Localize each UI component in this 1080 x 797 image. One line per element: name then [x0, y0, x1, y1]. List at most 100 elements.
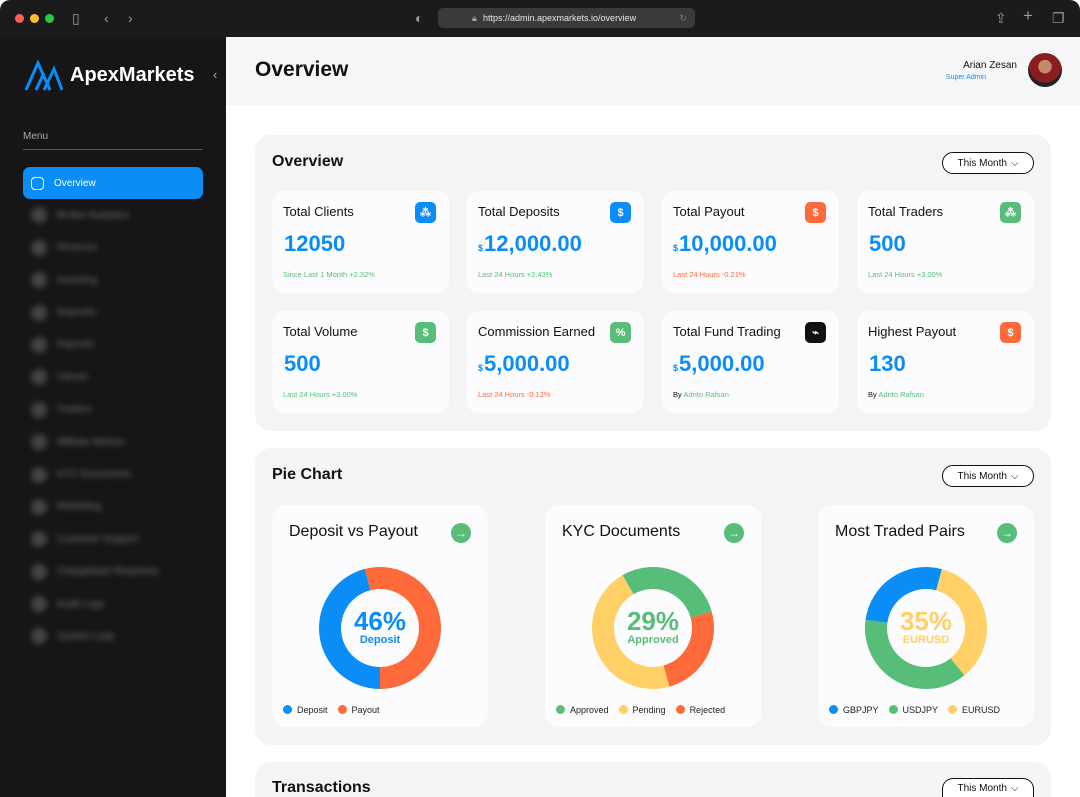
stat-number: 12050	[284, 231, 346, 256]
sidebar-item-overview[interactable]: Overview	[23, 167, 203, 199]
tabs-overview-icon[interactable]: ❐	[1052, 10, 1065, 26]
menu-item-icon	[31, 596, 47, 613]
slice-payout[interactable]	[364, 567, 441, 689]
legend-label: Deposit	[297, 705, 328, 715]
currency-symbol: $	[478, 243, 484, 253]
minimize-window-button[interactable]	[30, 14, 39, 23]
legend-item: USDJPY	[888, 705, 939, 715]
dollar-out-icon: $	[1000, 322, 1021, 343]
sidebar-item-label: Broker Analytics	[57, 209, 129, 221]
stat-change: Last 24 Hours +3.00%	[283, 390, 358, 399]
sidebar-item-clients[interactable]: Clients	[23, 361, 203, 393]
reload-icon[interactable]: ↻	[679, 13, 687, 23]
stat-card: Total Deposits $ $12,000.00 Last 24 Hours…	[467, 191, 644, 293]
home-icon	[31, 176, 44, 190]
currency-symbol: $	[673, 363, 679, 373]
legend-dot	[283, 705, 292, 714]
slice-gbpjpy[interactable]	[865, 567, 942, 623]
sidebar-item-investing[interactable]: Investing	[23, 264, 203, 296]
sidebar-item-affiliate-metrics[interactable]: Affiliate Metrics	[23, 426, 203, 458]
legend-label: Approved	[570, 705, 609, 715]
sidebar-item-label: Overview	[54, 177, 96, 189]
close-window-button[interactable]	[15, 14, 24, 23]
avatar[interactable]	[1028, 53, 1062, 87]
user-name: Arian Zesan	[963, 60, 1017, 71]
sidebar-item-chargeback-response[interactable]: Chargeback Response	[23, 556, 203, 588]
legend-dot	[675, 705, 685, 714]
stat-number: 130	[869, 351, 906, 376]
new-tab-icon[interactable]: +	[1023, 6, 1033, 25]
overview-panel: Overview This Month ⌵ Total Clients ⁂ 120…	[255, 135, 1051, 431]
slice-pending[interactable]	[592, 575, 670, 689]
share-icon[interactable]: ⇪	[995, 10, 1007, 26]
legend-label: Rejected	[689, 705, 726, 715]
legend-item: Payout	[337, 705, 380, 715]
legend-label: USDJPY	[902, 705, 939, 715]
pie-card: Most Traded Pairs → 35% EURUSD GBPJPY USDJ…	[818, 505, 1034, 727]
legend-label: EURUSD	[962, 705, 1001, 715]
forward-icon[interactable]: ›	[128, 10, 133, 26]
stat-value: $5,000.00	[673, 351, 765, 377]
sidebar-item-deposits[interactable]: Deposits	[23, 297, 203, 329]
menu-item-icon	[31, 401, 47, 418]
pie-card: KYC Documents → 29% Approved Approved Pend…	[545, 505, 761, 727]
period-dropdown[interactable]: This Month ⌵	[942, 152, 1034, 174]
stat-value: $10,000.00	[673, 231, 777, 257]
arrow-right-icon[interactable]: →	[724, 523, 744, 543]
stat-title: Total Traders	[868, 204, 944, 219]
sidebar-toggle-icon[interactable]: ▯	[72, 10, 80, 26]
slice-rejected[interactable]	[663, 611, 714, 687]
sidebar-item-audit-logs[interactable]: Audit Logs	[23, 588, 203, 620]
arrow-right-icon[interactable]: →	[997, 523, 1017, 543]
menu-item-icon	[31, 434, 47, 451]
sidebar-item-label: Investing	[57, 274, 98, 286]
brand-logo[interactable]: ApexMarkets	[24, 59, 195, 91]
sidebar-item-system-logs[interactable]: System Logs	[23, 620, 203, 652]
stat-value: 500	[868, 231, 906, 257]
by-name: Adrito Rafsan	[683, 390, 729, 399]
stat-title: Total Volume	[283, 324, 358, 339]
url-text: https://admin.apexmarkets.io/overview	[483, 13, 637, 23]
shield-icon[interactable]: ◐	[415, 10, 424, 26]
sidebar-item-customer-support[interactable]: Customer Support	[23, 523, 203, 555]
period-label: This Month	[957, 782, 1007, 794]
sidebar-item-marketing[interactable]: Marketing	[23, 491, 203, 523]
address-bar[interactable]: https://admin.apexmarkets.io/overview ↻ 🔒︎	[438, 8, 695, 28]
maximize-window-button[interactable]	[45, 14, 54, 23]
slice-usdjpy[interactable]	[865, 619, 965, 689]
menu-item-icon	[31, 498, 47, 515]
sidebar-item-traders[interactable]: Traders	[23, 394, 203, 426]
stat-card: Total Clients ⁂ 12050 Since Last 1 Month …	[272, 191, 449, 293]
stat-value: 130	[868, 351, 906, 377]
back-icon[interactable]: ‹	[104, 10, 109, 26]
sidebar-item-broker-analytics[interactable]: Broker Analytics	[23, 199, 203, 231]
collapse-sidebar-icon[interactable]: ‹	[213, 67, 218, 82]
legend-item: Deposit	[283, 705, 328, 715]
browser-titlebar: ▯ ‹ › ◐ https://admin.apexmarkets.io/ove…	[0, 0, 1080, 37]
sidebar-item-kyc-documents[interactable]: KYC Documents	[23, 459, 203, 491]
pie-chart-panel: Pie Chart This Month ⌵ Deposit vs Payout …	[255, 448, 1051, 745]
period-dropdown[interactable]: This Month ⌵	[942, 465, 1034, 487]
sidebar-item-revenue[interactable]: Revenue	[23, 232, 203, 264]
stat-number: 10,000.00	[679, 231, 777, 256]
sidebar-item-label: Clients	[57, 371, 88, 383]
apex-logo-icon	[24, 59, 64, 91]
menu-label: Menu	[23, 131, 49, 142]
sidebar-item-label: System Logs	[57, 630, 115, 642]
sidebar-item-payouts[interactable]: Payouts	[23, 329, 203, 361]
slice-approved[interactable]	[622, 567, 712, 618]
legend-item: Pending	[618, 705, 666, 715]
legend: GBPJPY USDJPY EURUSD	[829, 705, 1000, 715]
slice-deposit[interactable]	[319, 568, 380, 689]
period-dropdown[interactable]: This Month ⌵	[942, 778, 1034, 797]
arrow-right-icon[interactable]: →	[451, 523, 471, 543]
legend: Approved Pending Rejected	[556, 705, 725, 715]
brand-name: ApexMarkets	[70, 63, 195, 86]
stat-number: 5,000.00	[679, 351, 765, 376]
stat-number: 500	[284, 351, 321, 376]
section-title: Overview	[272, 153, 344, 170]
currency-symbol: $	[673, 243, 679, 253]
stat-value: $5,000.00	[478, 351, 570, 377]
legend-item: EURUSD	[948, 705, 1000, 715]
slice-eurusd[interactable]	[936, 569, 987, 676]
